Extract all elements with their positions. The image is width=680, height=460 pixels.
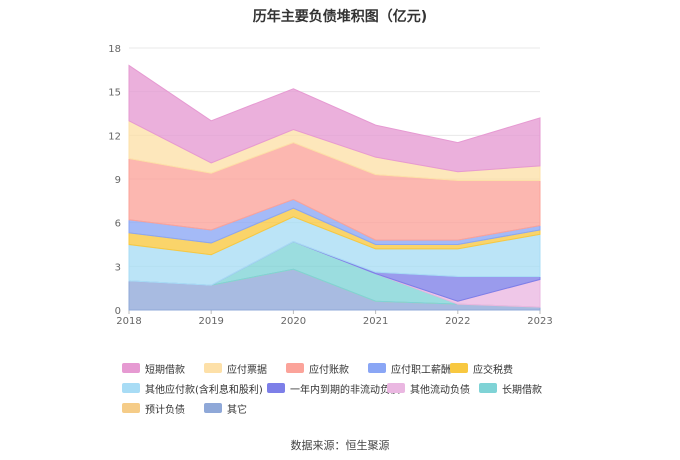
x-tick-label: 2022 — [445, 316, 470, 327]
x-tick-label: 2021 — [363, 316, 388, 327]
chart-title: 历年主要负债堆积图（亿元) — [252, 9, 428, 25]
x-tick-label: 2020 — [281, 316, 306, 327]
legend-label: 应交税费 — [473, 364, 513, 376]
legend-item[interactable]: 应付账款 — [286, 361, 368, 376]
legend-swatch — [267, 383, 285, 393]
legend-item[interactable]: 长期借款 — [479, 381, 559, 396]
legend-swatch — [479, 383, 497, 393]
legend-swatch — [204, 363, 222, 373]
y-tick-label: 15 — [108, 88, 121, 99]
legend-label: 应付职工薪酬 — [391, 364, 451, 376]
legend-item[interactable]: 应交税费 — [450, 361, 532, 376]
legend-label: 应付票据 — [227, 364, 267, 376]
legend-label: 短期借款 — [145, 364, 185, 376]
x-tick-label: 2018 — [116, 316, 141, 327]
legend-swatch — [122, 383, 140, 393]
legend-item[interactable]: 应付票据 — [204, 361, 286, 376]
y-tick-label: 12 — [108, 131, 121, 142]
data-source-note: 数据来源：恒生聚源 — [290, 439, 390, 452]
legend-item[interactable]: 应付职工薪酬 — [368, 361, 451, 376]
legend-label: 应付账款 — [309, 364, 349, 376]
y-tick-label: 3 — [115, 262, 121, 273]
legend-row: 短期借款 应付票据 应付账款 应付职工薪酬 应交税费 — [122, 358, 582, 378]
legend-row: 预计负债 其它 — [122, 398, 582, 418]
legend-label: 其他应付款(含利息和股利) — [145, 384, 263, 396]
legend-swatch — [450, 363, 468, 373]
x-tick-label: 2023 — [527, 316, 552, 327]
legend-swatch — [122, 363, 140, 373]
y-tick-label: 18 — [108, 44, 121, 55]
legend-item[interactable]: 其他流动负债 — [387, 381, 479, 396]
legend-swatch — [122, 403, 140, 413]
legend-label: 一年内到期的非流动负债 — [290, 384, 400, 396]
legend-swatch — [387, 383, 405, 393]
legend-item[interactable]: 预计负债 — [122, 401, 204, 416]
legend-item[interactable]: 其他应付款(含利息和股利) — [122, 381, 267, 396]
y-tick-label: 9 — [115, 175, 121, 186]
legend-row: 其他应付款(含利息和股利) 一年内到期的非流动负债 其他流动负债 长期借款 — [122, 378, 582, 398]
area-series — [128, 64, 541, 173]
legend-swatch — [286, 363, 304, 373]
stacked-area-chart: 0 3 6 9 12 15 18 2018 2019 2020 2021 2022 2023 — [108, 44, 552, 327]
x-tick-label: 2019 — [198, 316, 223, 327]
legend-swatch — [204, 403, 222, 413]
legend-swatch — [368, 363, 386, 373]
legend-label: 其它 — [227, 404, 247, 416]
legend-label: 长期借款 — [502, 384, 542, 396]
legend-label: 预计负债 — [145, 404, 185, 416]
legend-item[interactable]: 其它 — [204, 401, 286, 416]
y-tick-label: 0 — [115, 306, 121, 317]
chart-legend: 短期借款 应付票据 应付账款 应付职工薪酬 应交税费其他应付款(含利息和股利) 一年内到期… — [122, 358, 582, 418]
y-tick-label: 6 — [115, 219, 121, 230]
legend-item[interactable]: 一年内到期的非流动负债 — [267, 381, 400, 396]
legend-item[interactable]: 短期借款 — [122, 361, 204, 376]
legend-label: 其他流动负债 — [410, 384, 470, 396]
